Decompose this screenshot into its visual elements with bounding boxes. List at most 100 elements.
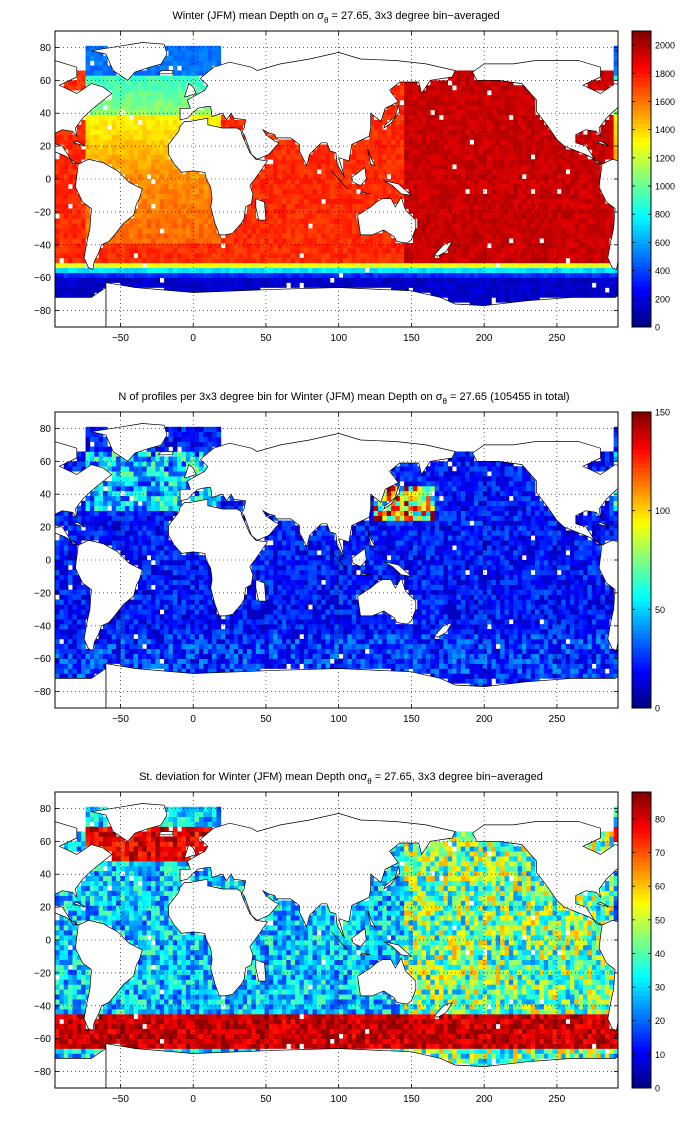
data-cell [55,159,60,165]
data-cell [565,238,571,244]
data-cell [308,218,313,224]
data-cell [600,144,606,150]
data-cell [469,75,475,81]
data-cell [434,183,440,190]
data-cell [172,218,178,224]
data-cell [530,223,536,229]
colorbar-segment [632,202,651,208]
data-cell [456,159,462,165]
data-cell [552,267,558,274]
data-cell [177,208,182,214]
data-cell [207,663,213,669]
data-cell [478,302,483,308]
data-cell [504,174,510,180]
data-cell [574,257,580,264]
data-cell [421,287,427,293]
data-cell [500,248,505,254]
data-cell [225,243,230,249]
data-cell [539,169,545,175]
data-cell [199,65,204,71]
data-cell [277,238,283,244]
data-cell [535,188,540,195]
data-cell [412,129,418,135]
data-cell [482,213,488,219]
data-cell [216,262,222,269]
data-cell [146,658,152,664]
colorbar-segment [632,197,651,203]
data-cell [391,90,396,96]
data-cell [377,139,383,145]
data-cell [142,213,147,219]
data-cell [473,119,479,126]
data-cell [338,174,344,180]
data-cell [386,114,392,121]
data-cell [535,213,540,219]
data-cell [417,257,422,264]
data-cell [430,100,435,106]
data-cell [151,164,156,170]
data-cell [482,223,488,229]
data-cell [465,297,470,303]
data-cell [190,198,195,204]
data-cell [137,100,143,106]
data-cell [508,188,514,195]
data-cell [600,668,606,674]
data-cell [469,228,475,234]
data-cell [382,134,387,140]
data-cell [116,658,121,664]
data-cell [343,159,348,165]
data-cell [395,262,401,269]
data-cell [295,257,300,264]
data-cell [356,154,361,160]
data-cell [395,248,401,254]
data-cell [212,119,217,126]
data-cell [578,193,584,200]
data-cell [155,100,161,106]
data-cell [548,272,553,278]
data-cell [478,208,483,214]
data-cell [417,95,422,101]
data-cell [321,208,326,214]
data-cell [587,248,593,254]
data-cell [452,75,457,81]
data-cell [583,238,588,244]
data-cell [98,668,104,674]
data-cell [181,55,187,61]
data-cell [535,114,540,121]
data-cell [111,272,117,278]
data-cell [495,119,501,126]
data-cell [133,90,139,96]
data-cell [203,85,209,91]
data-cell [129,159,134,165]
data-cell [517,277,523,283]
data-cell [120,129,126,135]
data-cell [316,653,322,659]
data-cell [247,262,252,269]
data-cell [596,193,601,200]
data-cell [98,124,104,130]
data-cell [517,663,523,669]
data-cell [164,119,169,126]
data-cell [530,149,536,155]
data-cell [212,658,217,664]
data-cell [543,262,549,269]
data-cell [430,673,435,679]
data-cell [543,159,549,165]
data-cell [408,114,414,121]
data-cell [377,663,383,669]
data-cell [233,282,239,288]
data-cell [120,228,126,234]
data-cell [443,183,449,190]
data-cell [495,114,501,121]
data-cell [347,267,353,274]
data-cell [68,272,73,278]
data-cell [212,663,217,669]
data-cell [569,267,575,274]
data-cell [59,238,65,244]
data-cell [290,248,296,254]
data-cell [343,238,348,244]
data-cell [63,188,69,195]
data-cell [487,272,492,278]
data-cell [72,282,78,288]
data-cell [399,267,405,274]
